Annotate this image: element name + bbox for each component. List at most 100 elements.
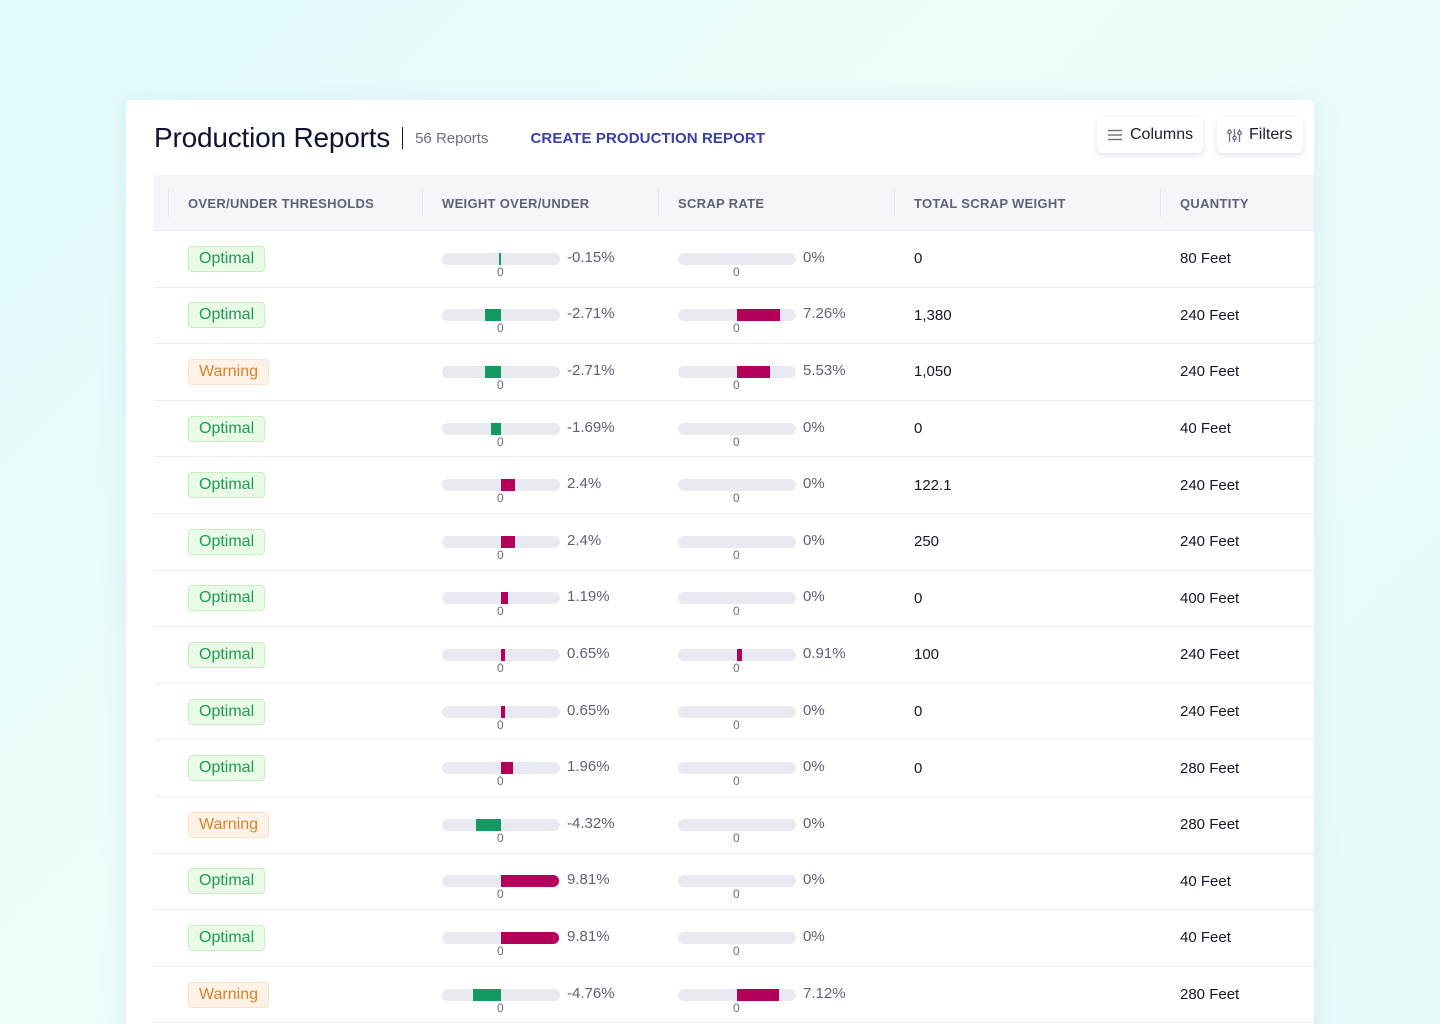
threshold-cell: Optimal	[188, 571, 266, 627]
threshold-cell: Optimal	[188, 514, 266, 570]
column-header-weight-over-under[interactable]: WEIGHT OVER/UNDER	[421, 175, 589, 231]
scrap-rate-cell: 0 0%	[678, 457, 825, 513]
table-row[interactable]: Optimal 0 9.81% 0 0% 40 Feet	[154, 854, 1314, 911]
status-badge: Optimal	[188, 415, 266, 442]
weight-bar-fill	[501, 479, 516, 492]
scrap-zero-label: 0	[733, 264, 740, 279]
scrap-bar-fill	[737, 988, 779, 1001]
weight-zero-label: 0	[497, 774, 504, 789]
threshold-cell: Optimal	[188, 854, 266, 910]
weight-bar-track	[442, 252, 560, 265]
weight-zero-label: 0	[497, 1000, 504, 1015]
scrap-bar-track	[678, 875, 796, 888]
status-badge: Optimal	[188, 924, 266, 951]
table-row[interactable]: Optimal 0 -0.15% 0 0% 0 80 Feet	[154, 231, 1314, 288]
weight-over-under-cell: 0 9.81%	[442, 910, 610, 966]
table-row[interactable]: Optimal 0 0.65% 0 0% 0 240 Feet	[154, 684, 1314, 741]
scrap-zero-label: 0	[733, 321, 740, 336]
status-badge: Optimal	[188, 641, 266, 668]
quantity-cell: 40 Feet	[1180, 929, 1231, 947]
column-header-scrap-rate[interactable]: SCRAP RATE	[657, 175, 764, 231]
scrap-bar: 0 0%	[678, 815, 825, 845]
table-row[interactable]: Optimal 0 2.4% 0 0% 250 240 Feet	[154, 514, 1314, 571]
scrap-percent: 0%	[803, 418, 825, 436]
weight-bar: 0 2.4%	[442, 475, 601, 505]
table-row[interactable]: Optimal 0 -1.69% 0 0% 0 40 Feet	[154, 401, 1314, 458]
scrap-rate-cell: 0 0%	[678, 571, 825, 627]
production-reports-card: Production Reports 56 Reports CREATE PRO…	[126, 100, 1314, 1024]
scrap-zero-label: 0	[733, 660, 740, 675]
title-divider	[402, 127, 404, 149]
status-badge: Optimal	[188, 302, 266, 329]
total-scrap-weight-cell: 0	[914, 759, 923, 777]
scrap-bar-track	[678, 479, 796, 492]
threshold-cell: Warning	[188, 967, 269, 1023]
weight-percent: 2.4%	[567, 531, 602, 549]
status-badge: Optimal	[188, 698, 266, 725]
quantity-cell: 240 Feet	[1180, 703, 1240, 721]
column-header-quantity[interactable]: QUANTITY	[1160, 175, 1249, 231]
scrap-percent: 0%	[803, 701, 825, 719]
scrap-zero-label: 0	[733, 717, 740, 732]
scrap-bar: 0 7.26%	[678, 305, 846, 335]
table-row[interactable]: Warning 0 -4.76% 0 7.12% 280 Fee	[154, 967, 1314, 1024]
scrap-rate-cell: 0 0%	[678, 514, 825, 570]
weight-bar: 0 0.65%	[442, 702, 610, 732]
table-row[interactable]: Optimal 0 2.4% 0 0% 122.1 240 Fee	[154, 457, 1314, 514]
scrap-percent: 0%	[803, 927, 825, 945]
weight-bar: 0 1.96%	[442, 758, 610, 788]
scrap-bar: 0 0.91%	[678, 645, 846, 675]
weight-bar-fill	[491, 422, 501, 435]
weight-over-under-cell: 0 -2.71%	[442, 288, 615, 344]
table-row[interactable]: Optimal 0 -2.71% 0 7.26% 1,380 24	[154, 288, 1314, 345]
scrap-zero-label: 0	[733, 377, 740, 392]
weight-zero-label: 0	[497, 943, 504, 958]
table-row[interactable]: Optimal 0 1.96% 0 0% 0 280 Feet	[154, 740, 1314, 797]
quantity-cell: 40 Feet	[1180, 420, 1231, 438]
status-badge: Warning	[188, 811, 269, 838]
table-row[interactable]: Optimal 0 0.65% 0 0.91% 100 240 F	[154, 627, 1314, 684]
table-row[interactable]: Warning 0 -2.71% 0 5.53% 1,050 24	[154, 344, 1314, 401]
table-row[interactable]: Optimal 0 1.19% 0 0% 0 400 Feet	[154, 571, 1314, 628]
scrap-bar-fill	[737, 648, 743, 661]
weight-bar: 0 0.65%	[442, 645, 610, 675]
weight-over-under-cell: 0 -4.32%	[442, 797, 615, 853]
weight-over-under-cell: 0 0.65%	[442, 684, 610, 740]
weight-bar-fill	[501, 705, 505, 718]
weight-bar: 0 -2.71%	[442, 362, 615, 392]
scrap-percent: 0%	[803, 531, 825, 549]
scrap-percent: 0%	[803, 248, 825, 266]
menu-lines-icon	[1107, 129, 1123, 141]
weight-zero-label: 0	[497, 604, 504, 619]
weight-percent: 1.19%	[567, 588, 610, 606]
weight-zero-label: 0	[497, 830, 504, 845]
scrap-zero-label: 0	[733, 491, 740, 506]
scrap-percent: 7.12%	[803, 984, 846, 1002]
weight-zero-label: 0	[497, 717, 504, 732]
weight-bar-track	[442, 365, 560, 378]
scrap-bar-fill	[737, 365, 770, 378]
columns-button[interactable]: Columns	[1097, 117, 1204, 153]
weight-bar: 0 -4.32%	[442, 815, 615, 845]
table-row[interactable]: Warning 0 -4.32% 0 0% 280 Feet	[154, 797, 1314, 854]
status-badge: Optimal	[188, 585, 266, 612]
weight-over-under-cell: 0 1.96%	[442, 740, 610, 796]
scrap-zero-label: 0	[733, 943, 740, 958]
weight-bar-fill	[501, 535, 516, 548]
filters-button[interactable]: Filters	[1217, 117, 1303, 153]
quantity-cell: 240 Feet	[1180, 533, 1240, 551]
scrap-zero-label: 0	[733, 887, 740, 902]
weight-over-under-cell: 0 0.65%	[442, 627, 610, 683]
threshold-cell: Optimal	[188, 684, 266, 740]
scrap-bar-fill	[737, 309, 780, 322]
column-header-thresholds[interactable]: OVER/UNDER THRESHOLDS	[167, 175, 374, 231]
scrap-bar: 0 7.12%	[678, 985, 846, 1015]
table-row[interactable]: Optimal 0 9.81% 0 0% 40 Feet	[154, 910, 1314, 967]
weight-bar-fill	[472, 988, 501, 1001]
create-production-report-link[interactable]: CREATE PRODUCTION REPORT	[530, 129, 766, 147]
threshold-cell: Warning	[188, 344, 269, 400]
scrap-rate-cell: 0 0%	[678, 797, 825, 853]
weight-zero-label: 0	[497, 377, 504, 392]
column-header-total-scrap-weight[interactable]: TOTAL SCRAP WEIGHT	[894, 175, 1066, 231]
scrap-bar-track	[678, 592, 796, 605]
